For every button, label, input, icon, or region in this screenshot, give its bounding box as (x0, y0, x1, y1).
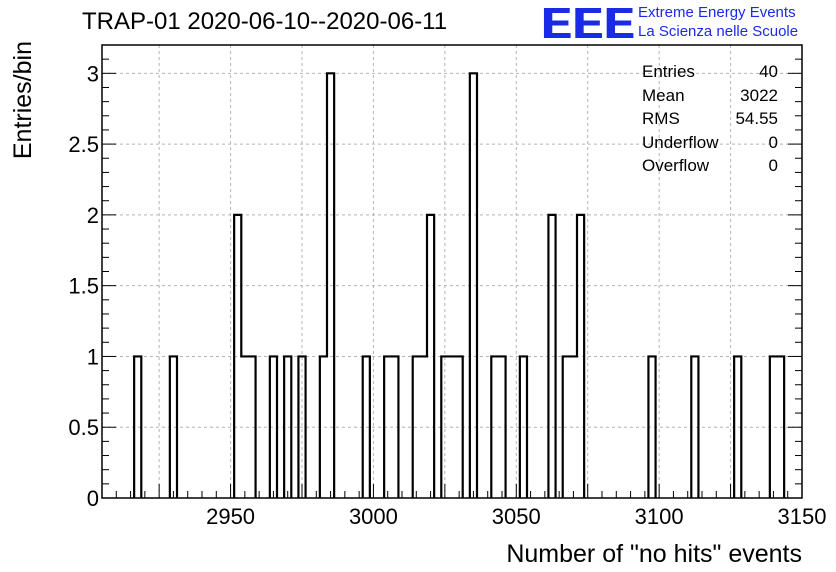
histogram-bin (548, 215, 555, 498)
y-tick-label: 2.5 (68, 132, 99, 157)
histogram-outline (133, 72, 786, 498)
histogram-bin (363, 356, 370, 498)
histogram-bin (248, 356, 255, 498)
histogram-bin (413, 356, 420, 498)
stats-box: Entries 40 Mean 3022 RMS 54.55 Underflow… (642, 60, 778, 178)
chart-title: TRAP-01 2020-06-10--2020-06-11 (82, 8, 448, 35)
y-tick-label: 2 (87, 203, 99, 228)
histogram-bin (570, 356, 577, 498)
grid-lines (102, 45, 802, 498)
logo-line-2: La Scienza nelle Scuole (638, 23, 799, 40)
histogram-bin (456, 356, 463, 498)
histogram-bin (520, 356, 527, 498)
histogram-bin (563, 356, 570, 498)
histogram-bin (284, 356, 291, 498)
y-tick-label: 0 (87, 486, 99, 511)
x-tick-label: 3100 (635, 504, 684, 529)
plot-frame (101, 44, 803, 499)
histogram-bin (320, 356, 327, 498)
histogram-bin (491, 356, 498, 498)
histogram-bars (133, 72, 786, 498)
histogram-bin (691, 356, 698, 498)
stat-value: 54.55 (735, 109, 778, 128)
histogram-bin (470, 73, 477, 498)
stat-value: 40 (759, 62, 778, 81)
y-tick-label: 0.5 (68, 415, 99, 440)
stat-label: Mean (642, 85, 685, 105)
stat-row-rms: RMS 54.55 (642, 107, 778, 131)
histogram-bin (441, 356, 448, 498)
stat-label: Overflow (642, 156, 710, 175)
x-axis-label: Number of "no hits" events (506, 540, 802, 568)
histogram-bin (298, 356, 305, 498)
histogram-bin (170, 356, 177, 498)
x-tick-label: 3150 (778, 504, 827, 529)
histogram-bin (777, 356, 784, 498)
histogram-bin (241, 356, 248, 498)
histogram-bin (134, 356, 141, 498)
stat-value: 0 (768, 156, 778, 175)
histogram-bin (234, 215, 241, 498)
stat-label: Underflow (642, 132, 719, 152)
stat-row-entries: Entries 40 (642, 60, 778, 84)
y-tick-label: 1 (87, 344, 99, 369)
stat-label: RMS (642, 109, 680, 128)
axis-ticks (102, 58, 803, 499)
x-tick-label: 3050 (492, 504, 541, 529)
stat-value: 3022 (740, 85, 778, 105)
x-tick-labels: 2950 3000 3050 3100 3150 (206, 504, 826, 529)
histogram-bin (770, 356, 777, 498)
histogram-bin (270, 356, 277, 498)
histogram-bin (734, 356, 741, 498)
x-tick-label: 3000 (349, 504, 398, 529)
logo-line-1: Extreme Energy Events (638, 4, 796, 21)
stat-row-underflow: Underflow 0 (642, 131, 778, 155)
y-axis-label: Entries/bin (9, 41, 37, 159)
histogram-bin (391, 356, 398, 498)
y-tick-labels: 0 0.5 1 1.5 2 2.5 3 (68, 61, 99, 511)
histogram-bin (384, 356, 391, 498)
logo-caption: Extreme Energy Events La Scienza nelle S… (638, 3, 798, 41)
x-tick-label: 2950 (206, 504, 255, 529)
histogram-bin (648, 356, 655, 498)
eee-logo: EEE (542, 0, 637, 48)
histogram-bin (577, 215, 584, 498)
stat-row-overflow: Overflow 0 (642, 154, 778, 178)
histogram-bin (420, 356, 427, 498)
y-tick-label: 3 (87, 61, 99, 86)
stat-value: 0 (768, 132, 778, 152)
histogram-bin (448, 356, 455, 498)
stat-row-mean: Mean 3022 (642, 84, 778, 108)
y-tick-label: 1.5 (68, 274, 99, 299)
histogram-bin (498, 356, 505, 498)
histogram-bin (427, 215, 434, 498)
stat-label: Entries (642, 62, 695, 81)
histogram-bin (327, 73, 334, 498)
